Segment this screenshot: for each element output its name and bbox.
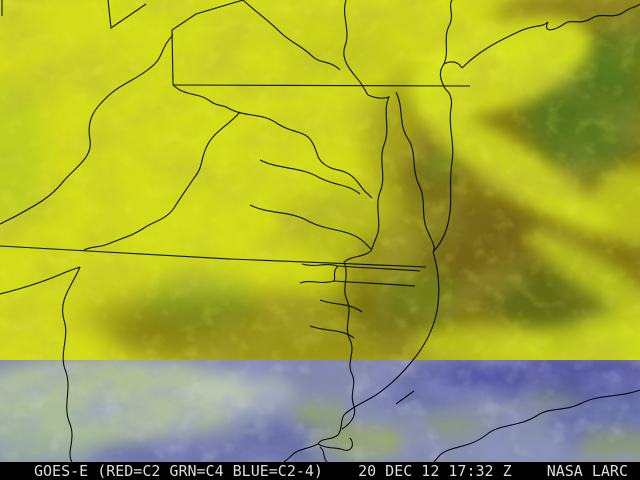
boundary-chesapeake-west-shore xyxy=(367,94,391,252)
boundary-albemarle-north xyxy=(301,263,421,272)
satellite-imagery xyxy=(0,0,640,462)
boundary-nc-tn xyxy=(0,266,81,295)
boundary-susquehanna-west-branch xyxy=(242,0,341,71)
boundary-albemarle-west xyxy=(333,265,339,282)
blue-scan-band xyxy=(0,360,640,462)
boundary-nc-sc xyxy=(433,389,640,462)
boundary-cape-fear-hook xyxy=(319,446,328,462)
caption-bar: GOES-E (RED=C2 GRN=C4 BLUE=C2-4) 20 DEC 1… xyxy=(0,462,640,480)
boundary-delaware-bay xyxy=(439,0,453,91)
boundary-nc-mainland-coast xyxy=(341,250,372,430)
boundary-ohio-river-v xyxy=(107,0,147,29)
boundary-potomac xyxy=(227,107,373,199)
caption-satellite-label: GOES-E xyxy=(34,461,89,480)
boundary-va-nc xyxy=(0,245,427,268)
boundary-pa-west xyxy=(171,0,244,86)
caption-left-group: GOES-E (RED=C2 GRN=C4 BLUE=C2-4) xyxy=(34,462,323,480)
boundary-chesapeake-east-shore xyxy=(395,91,435,253)
boundary-outer-banks xyxy=(337,251,440,436)
state-boundaries-overlay xyxy=(0,0,640,462)
boundary-james-river xyxy=(249,204,372,250)
boundary-nj-coast xyxy=(461,3,640,69)
caption-channel-assignment: (RED=C2 GRN=C4 BLUE=C2-4) xyxy=(97,461,323,480)
boundary-ohio-river xyxy=(0,34,174,225)
caption-timestamp: 20 DEC 12 17:32 Z xyxy=(358,461,512,480)
boundary-blue-ridge xyxy=(62,266,81,462)
boundary-mason-dixon xyxy=(172,84,471,87)
boundary-cape-lookout xyxy=(317,434,353,451)
boundary-potomac-upper xyxy=(172,84,229,109)
boundary-susquehanna xyxy=(343,0,369,96)
satellite-image-canvas xyxy=(0,0,640,462)
boundary-river-segment xyxy=(395,390,415,405)
boundary-cape-may xyxy=(443,61,463,69)
boundary-wv-va xyxy=(83,111,241,251)
boundary-delmarva-ocean-coast xyxy=(432,89,454,253)
boundary-cape-fear-coast xyxy=(283,443,319,462)
boundary-neuse-river xyxy=(319,299,363,313)
boundary-rappahannock xyxy=(259,159,361,195)
caption-credit: NASA LARC xyxy=(546,461,628,480)
boundary-pamlico-river xyxy=(309,325,355,339)
